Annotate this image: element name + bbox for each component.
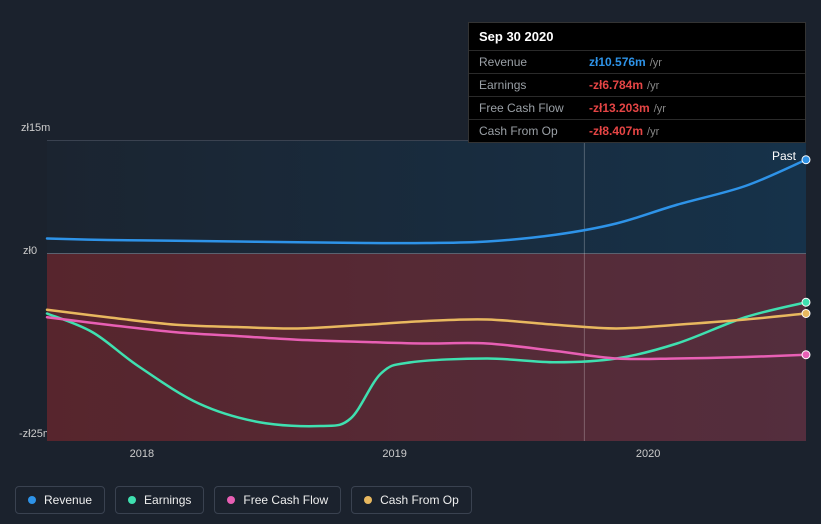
tooltip-row-value: zł10.576m bbox=[589, 55, 646, 69]
tooltip-row-value: -zł8.407m bbox=[589, 124, 643, 138]
y-axis-zero: zł0 bbox=[23, 245, 37, 257]
tooltip-row-unit: /yr bbox=[650, 57, 662, 69]
y-axis-max: zł15m bbox=[21, 122, 50, 134]
tooltip-row-value: -zł13.203m bbox=[589, 101, 650, 115]
plot-area[interactable]: Past bbox=[47, 140, 806, 440]
legend-item-earnings[interactable]: Earnings bbox=[115, 486, 204, 514]
chart-svg bbox=[47, 141, 806, 441]
x-axis-tick: 2019 bbox=[382, 448, 406, 460]
x-axis-tick: 2018 bbox=[130, 448, 154, 460]
tooltip-row-label: Free Cash Flow bbox=[479, 101, 589, 115]
legend-label: Cash From Op bbox=[380, 493, 459, 507]
chart-tooltip: Sep 30 2020 Revenue zł10.576m /yrEarning… bbox=[468, 22, 806, 143]
tooltip-row: Cash From Op -zł8.407m /yr bbox=[469, 119, 805, 142]
legend-dot-icon bbox=[28, 496, 36, 504]
tooltip-row-label: Revenue bbox=[479, 55, 589, 69]
past-label: Past bbox=[772, 149, 796, 163]
tooltip-row-label: Earnings bbox=[479, 78, 589, 92]
tooltip-row: Free Cash Flow -zł13.203m /yr bbox=[469, 96, 805, 119]
legend-label: Revenue bbox=[44, 493, 92, 507]
financials-chart: zł15m zł0 -zł25m Past 201820192020 bbox=[15, 120, 806, 500]
legend-dot-icon bbox=[128, 496, 136, 504]
legend-item-free-cash-flow[interactable]: Free Cash Flow bbox=[214, 486, 341, 514]
tooltip-date: Sep 30 2020 bbox=[469, 23, 805, 50]
legend-item-cash-from-op[interactable]: Cash From Op bbox=[351, 486, 472, 514]
tooltip-row: Revenue zł10.576m /yr bbox=[469, 50, 805, 73]
tooltip-row-unit: /yr bbox=[647, 126, 659, 138]
legend-dot-icon bbox=[364, 496, 372, 504]
chart-legend: Revenue Earnings Free Cash Flow Cash Fro… bbox=[15, 486, 472, 514]
tooltip-row-unit: /yr bbox=[654, 103, 666, 115]
legend-item-revenue[interactable]: Revenue bbox=[15, 486, 105, 514]
tooltip-row: Earnings -zł6.784m /yr bbox=[469, 73, 805, 96]
legend-label: Earnings bbox=[144, 493, 191, 507]
legend-dot-icon bbox=[227, 496, 235, 504]
x-axis-tick: 2020 bbox=[636, 448, 660, 460]
legend-label: Free Cash Flow bbox=[243, 493, 328, 507]
tooltip-row-value: -zł6.784m bbox=[589, 78, 643, 92]
tooltip-row-unit: /yr bbox=[647, 80, 659, 92]
tooltip-row-label: Cash From Op bbox=[479, 124, 589, 138]
